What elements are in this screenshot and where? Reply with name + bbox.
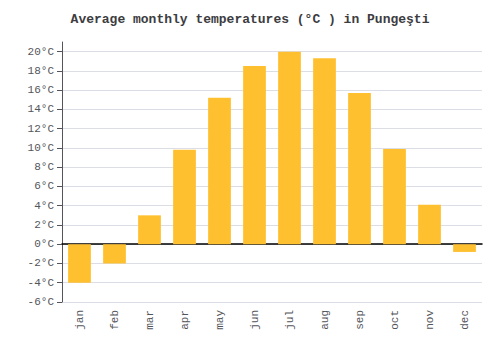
svg-text:jan: jan [74,310,86,330]
svg-text:0°C: 0°C [34,238,54,250]
svg-text:20°C: 20°C [28,46,55,58]
svg-text:oct: oct [389,310,401,330]
svg-text:4°C: 4°C [34,200,54,212]
svg-text:10°C: 10°C [28,142,55,154]
svg-text:16°C: 16°C [28,84,55,96]
svg-text:-4°C: -4°C [28,277,55,289]
svg-text:12°C: 12°C [28,123,55,135]
svg-text:2°C: 2°C [34,219,54,231]
svg-text:jun: jun [249,310,261,330]
svg-text:apr: apr [179,310,191,330]
svg-text:may: may [214,310,226,330]
svg-text:aug: aug [319,310,331,330]
svg-text:18°C: 18°C [28,65,55,77]
svg-text:feb: feb [109,310,121,330]
svg-text:8°C: 8°C [34,161,54,173]
svg-text:-6°C: -6°C [28,296,55,308]
svg-text:mar: mar [144,310,156,330]
svg-text:jul: jul [284,310,296,330]
svg-text:sep: sep [354,310,366,330]
svg-text:Average monthly temperatures (: Average monthly temperatures (°C ) in Pu… [71,12,430,27]
svg-text:nov: nov [424,310,436,330]
svg-text:dec: dec [459,310,471,330]
svg-text:6°C: 6°C [34,180,54,192]
svg-text:14°C: 14°C [28,103,55,115]
svg-text:-2°C: -2°C [28,257,55,269]
